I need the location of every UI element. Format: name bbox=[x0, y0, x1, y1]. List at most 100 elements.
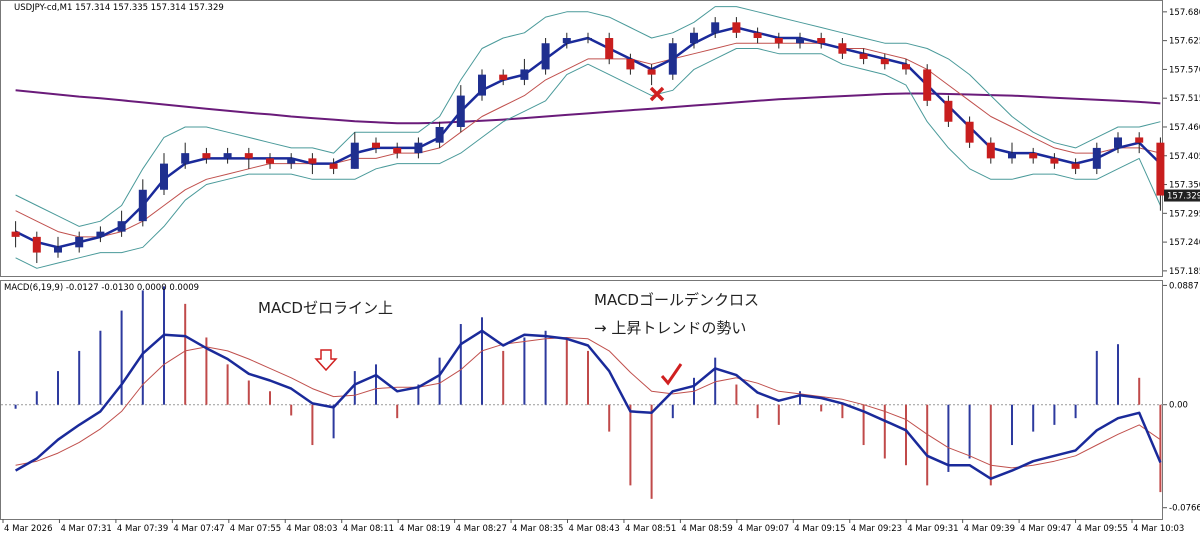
candle-body bbox=[456, 95, 465, 127]
candle-body bbox=[160, 163, 168, 190]
histogram-bar bbox=[1095, 350, 1098, 405]
candle-body bbox=[647, 69, 656, 75]
candle-body bbox=[944, 100, 953, 122]
candle-body bbox=[1008, 153, 1016, 159]
candle-body bbox=[393, 147, 402, 154]
candle-body bbox=[244, 153, 253, 159]
candle-body bbox=[499, 74, 508, 80]
histogram-bar bbox=[205, 337, 208, 405]
histogram-bar bbox=[565, 337, 568, 405]
histogram-bar bbox=[141, 290, 144, 405]
candle-body bbox=[372, 142, 380, 148]
candle-body bbox=[1156, 142, 1165, 196]
histogram-bar bbox=[947, 404, 950, 472]
histogram-bar bbox=[629, 404, 632, 486]
candle-body bbox=[138, 189, 147, 222]
candle-body bbox=[414, 142, 423, 154]
y-tick-label: -0.0766 bbox=[1169, 504, 1200, 514]
histogram-bar bbox=[269, 391, 271, 405]
histogram-bar bbox=[1011, 404, 1013, 446]
candle-body bbox=[711, 22, 720, 33]
histogram-bar bbox=[502, 350, 505, 405]
y-tick-label: 157.625 bbox=[1169, 37, 1200, 47]
histogram-bar bbox=[353, 371, 356, 405]
histogram-bar bbox=[820, 404, 823, 412]
candle-body bbox=[181, 153, 190, 164]
candle-body bbox=[541, 43, 550, 70]
histogram-bar bbox=[396, 404, 399, 419]
histogram-bar bbox=[905, 404, 907, 466]
candle-body bbox=[478, 74, 486, 96]
histogram-bar bbox=[78, 350, 81, 405]
indicator-line bbox=[15, 26, 1162, 249]
y-tick-label: 157.680 bbox=[1169, 8, 1200, 18]
histogram-bar bbox=[57, 371, 59, 405]
histogram-bar bbox=[226, 364, 229, 405]
histogram-bar bbox=[1053, 404, 1056, 425]
histogram-bar bbox=[989, 404, 992, 486]
x-tick-label: 4 Mar 09:39 bbox=[964, 524, 1015, 534]
macd-title: MACD(6,19,9) -0.0127 -0.0130 0.0000 0.00… bbox=[4, 283, 199, 293]
candle-body bbox=[1114, 137, 1122, 148]
histogram-bar bbox=[438, 357, 441, 405]
histogram-bar bbox=[14, 404, 17, 409]
histogram-bar bbox=[99, 330, 102, 405]
down-arrow-icon bbox=[314, 349, 338, 372]
x-tick-label: 4 Mar 08:35 bbox=[512, 524, 563, 534]
y-tick-label: 157.405 bbox=[1169, 152, 1200, 162]
current-price: 157.329 bbox=[1167, 192, 1200, 202]
histogram-bar bbox=[1074, 404, 1077, 419]
x-tick-label: 4 Mar 08:03 bbox=[286, 524, 337, 534]
x-tick-label: 4 Mar 10:03 bbox=[1133, 524, 1184, 534]
x-tick-label: 4 Mar 08:11 bbox=[343, 524, 394, 534]
candle-body bbox=[96, 231, 105, 237]
candle-body bbox=[923, 69, 932, 101]
x-tick-label: 4 Mar 09:15 bbox=[794, 524, 845, 534]
x-tick-label: 4 Mar 09:23 bbox=[851, 524, 902, 534]
y-tick-label: 0.0887 bbox=[1169, 281, 1199, 291]
candle-body bbox=[562, 38, 571, 44]
x-tick-label: 4 Mar 09:31 bbox=[907, 524, 958, 534]
histogram-bar bbox=[735, 384, 738, 405]
annotation: MACDゴールデンクロス bbox=[594, 291, 759, 309]
histogram-bar bbox=[862, 404, 865, 446]
candle-body bbox=[774, 38, 783, 44]
candle-body bbox=[329, 163, 338, 169]
candle-body bbox=[266, 158, 274, 164]
x-tick-label: 4 Mar 08:51 bbox=[625, 524, 676, 534]
candle-body bbox=[817, 38, 826, 44]
histogram-bar bbox=[375, 364, 377, 405]
histogram-bar bbox=[35, 391, 38, 405]
y-tick-label: 157.240 bbox=[1169, 238, 1200, 248]
x-tick-label: 4 Mar 08:19 bbox=[399, 524, 450, 534]
annotation: MACDゼロライン上 bbox=[258, 299, 393, 317]
candle-body bbox=[880, 58, 889, 65]
macd-panel bbox=[0, 280, 1163, 520]
candle-body bbox=[838, 43, 847, 54]
histogram-bar bbox=[544, 330, 547, 405]
histogram-bar bbox=[777, 404, 780, 425]
candle-body bbox=[1029, 153, 1038, 159]
x-tick-label: 4 Mar 07:55 bbox=[230, 524, 281, 534]
candle-body bbox=[753, 32, 762, 39]
histogram-bar bbox=[1159, 404, 1162, 493]
y-tick-label: 157.295 bbox=[1169, 209, 1200, 219]
candle-body bbox=[435, 126, 444, 143]
histogram-bar bbox=[841, 404, 844, 419]
histogram-bar bbox=[671, 404, 674, 419]
chart-header: USDJPY-cd,M1 157.314 157.335 157.314 157… bbox=[14, 3, 224, 13]
y-tick-label: 157.515 bbox=[1169, 94, 1200, 104]
x-tick-label: 4 Mar 08:27 bbox=[456, 524, 507, 534]
histogram-bar bbox=[1138, 377, 1141, 405]
x-tick-label: 4 Mar 07:39 bbox=[117, 524, 168, 534]
histogram-bar bbox=[926, 404, 929, 486]
histogram-bar bbox=[883, 404, 886, 459]
candle-body bbox=[11, 231, 20, 237]
histogram-bar bbox=[799, 391, 801, 405]
histogram-bar bbox=[332, 404, 335, 439]
x-tick-label: 4 Mar 08:59 bbox=[681, 524, 732, 534]
histogram-bar bbox=[1117, 344, 1119, 405]
candle-body bbox=[902, 64, 910, 70]
histogram-bar bbox=[184, 303, 187, 405]
